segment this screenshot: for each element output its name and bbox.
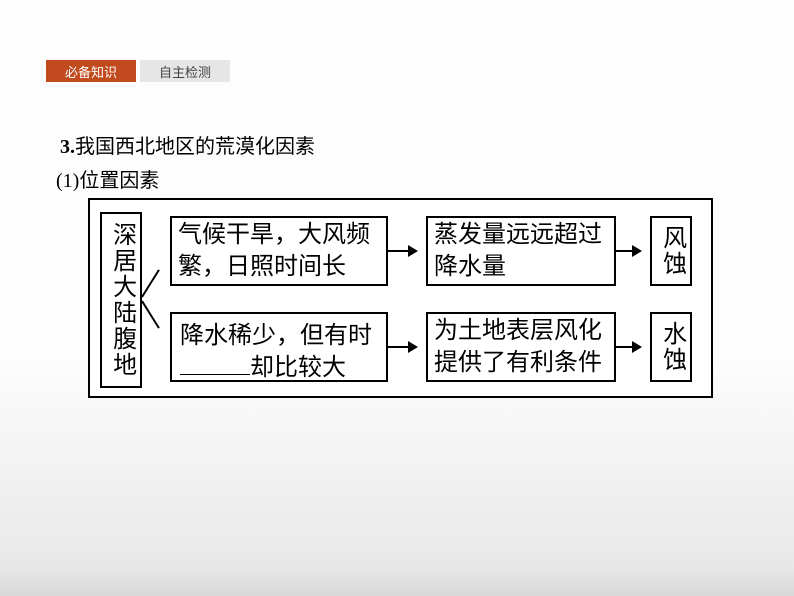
heading-number: 3. [60,136,75,158]
flow-diagram: 深居大陆腹地 气候干旱，大风频繁，日照时间长 蒸发量远远超过降水量 风蚀 降水稀… [88,198,713,398]
bottom-cause-box: 降水稀少，但有时 却比较大 [170,312,388,382]
arrow-bottom-2 [616,346,640,348]
top-effect-box: 蒸发量远远超过降水量 [426,216,616,286]
heading-text: 我国西北地区的荒漠化因素 [75,136,315,158]
bottom-result-box: 水蚀 [650,312,692,382]
tab-bar: 必备知识 自主检测 [46,60,230,82]
arrow-bottom-1 [388,346,416,348]
bottom-cause-prefix: 降水稀少，但有时 [180,323,372,349]
fill-blank[interactable] [180,374,250,375]
bottom-effect-box: 为土地表层风化提供了有利条件 [426,312,616,382]
connector-bottom [141,300,160,328]
sub-heading: (1)位置因素 [56,164,159,193]
source-box: 深居大陆腹地 [100,212,142,388]
connector-top [141,269,160,297]
top-cause-box: 气候干旱，大风频繁，日照时间长 [170,216,388,286]
top-result-box: 风蚀 [650,216,692,286]
tab-self-test[interactable]: 自主检测 [140,60,230,82]
arrow-top-2 [616,250,640,252]
section-heading: 3.我国西北地区的荒漠化因素 [60,130,315,159]
arrow-top-1 [388,250,416,252]
bottom-cause-suffix: 却比较大 [250,355,346,381]
tab-essential-knowledge[interactable]: 必备知识 [46,60,136,82]
